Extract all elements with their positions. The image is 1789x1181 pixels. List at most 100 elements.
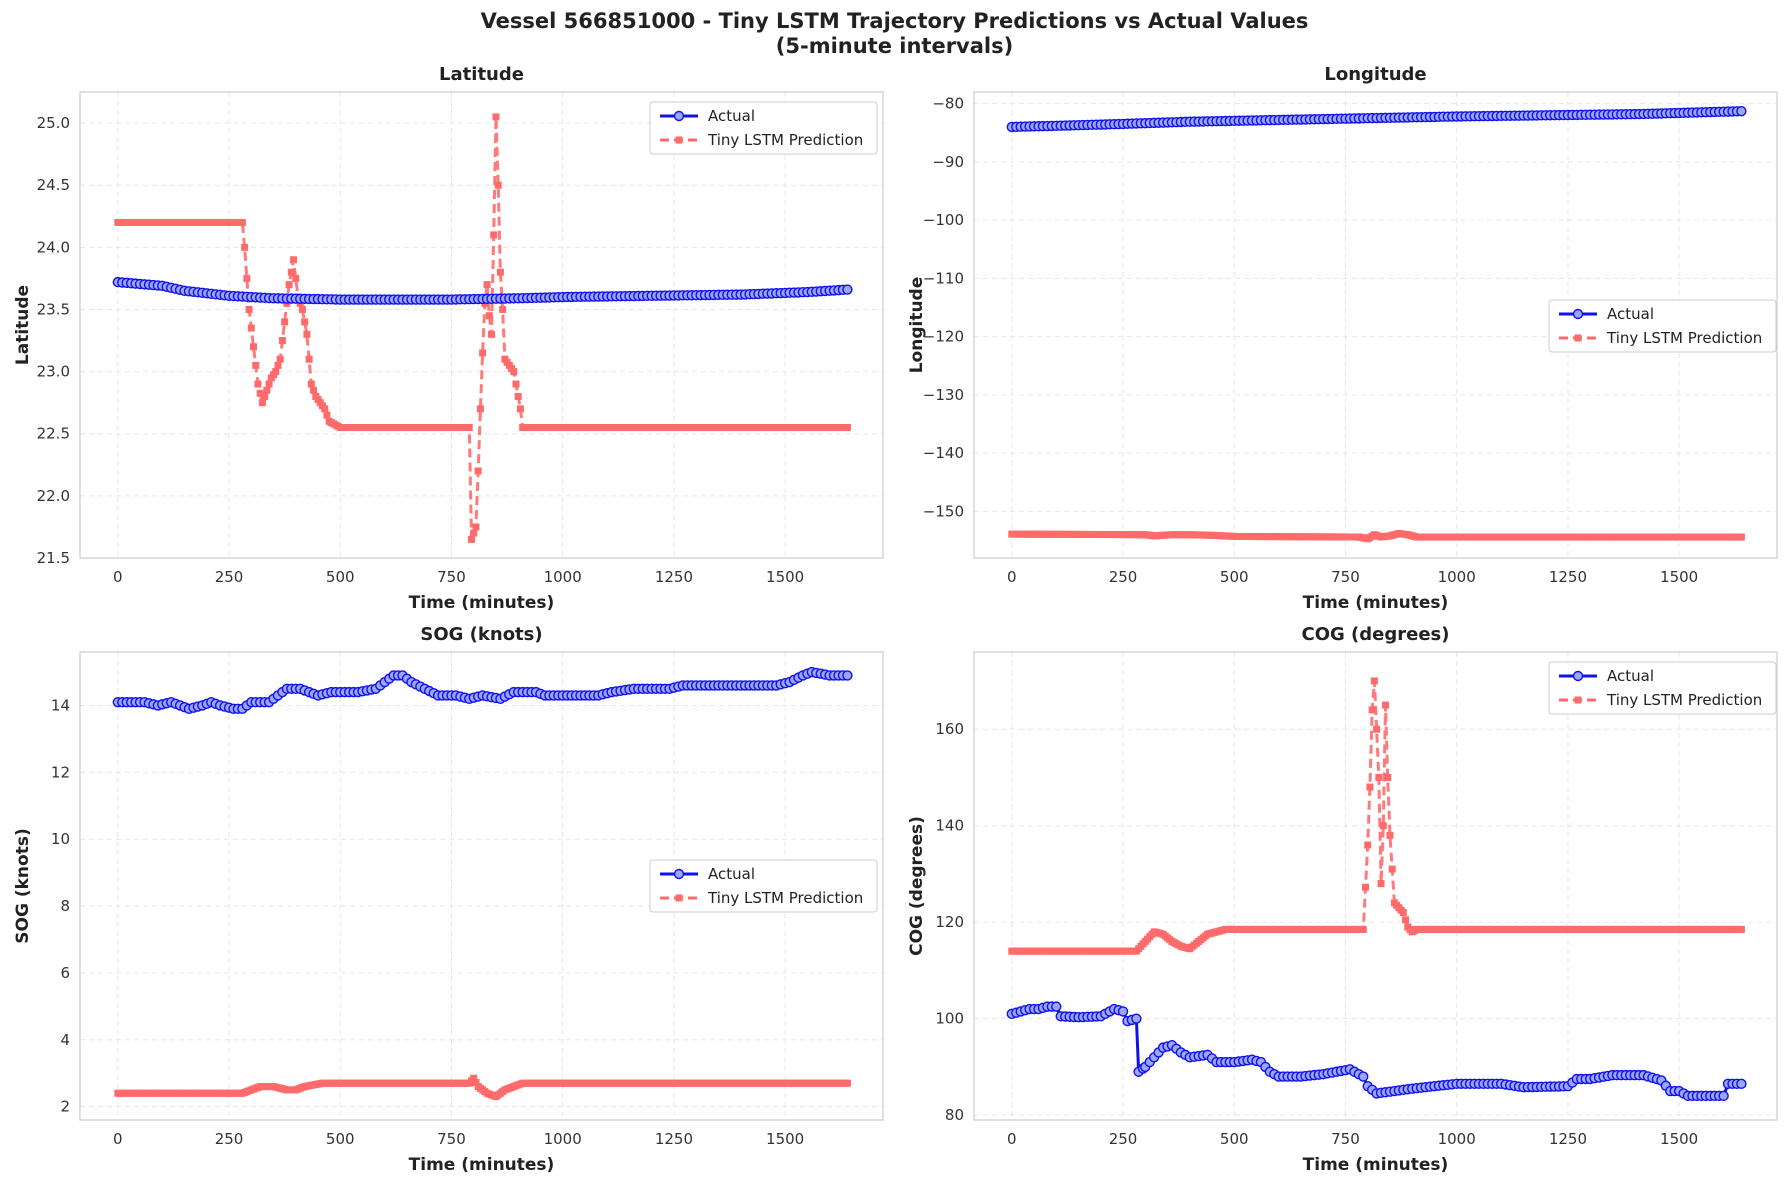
prediction-marker [278, 337, 286, 345]
prediction-marker [252, 361, 260, 369]
prediction-marker [305, 355, 313, 363]
figure-title-line2: (5-minute intervals) [775, 34, 1014, 58]
prediction-marker [1379, 822, 1387, 830]
x-tick-label: 1000 [544, 1130, 582, 1148]
x-tick-label: 750 [1331, 1130, 1360, 1148]
y-tick-label: −90 [932, 153, 964, 171]
y-tick-label: 24.5 [37, 176, 70, 194]
prediction-marker [1737, 925, 1745, 933]
prediction-marker [261, 392, 269, 400]
legend-actual-label: Actual [708, 865, 755, 883]
series-prediction [1008, 530, 1745, 543]
x-tick-label: 1500 [1660, 1130, 1698, 1148]
legend-prediction-label: Tiny LSTM Prediction [1606, 329, 1762, 347]
x-tick-label: 1000 [1438, 1130, 1476, 1148]
prediction-marker [476, 405, 484, 413]
y-tick-label: 160 [935, 720, 964, 738]
legend-prediction-marker [1574, 696, 1582, 704]
actual-marker [842, 284, 853, 295]
legend-box [1548, 661, 1777, 715]
prediction-marker [281, 318, 289, 326]
x-tick-label: 250 [1109, 1130, 1138, 1148]
prediction-marker [1382, 701, 1390, 709]
prediction-marker [256, 389, 264, 397]
y-tick-label: 12 [51, 763, 70, 781]
prediction-marker [247, 324, 255, 332]
prediction-marker [1370, 677, 1378, 685]
prediction-marker [1364, 841, 1372, 849]
x-axis-label: Time (minutes) [409, 1155, 555, 1175]
prediction-marker [241, 243, 249, 251]
prediction-marker [472, 523, 480, 531]
actual-line [1011, 1005, 1742, 1098]
legend-actual-marker [673, 868, 685, 880]
y-tick-label: −140 [923, 444, 964, 462]
subplot-title: Latitude [439, 64, 524, 85]
legend: Actual Tiny LSTM Prediction [1548, 299, 1777, 353]
subplot-title: SOG (knots) [420, 624, 542, 645]
actual-marker [1718, 1090, 1729, 1102]
plot-frame [79, 91, 884, 559]
prediction-marker [323, 411, 331, 419]
subplot-title: COG (degrees) [1302, 624, 1450, 645]
prediction-marker [474, 467, 482, 475]
figure-title-line1: Vessel 566851000 - Tiny LSTM Trajectory … [480, 9, 1309, 33]
actual-marker [1051, 1001, 1062, 1012]
subplot-3: 0 250 500 750 1000 1250 1500 2 4 6 8 10 12 14 SOG (kno… [13, 624, 884, 1175]
x-tick-label: 500 [1220, 1130, 1249, 1148]
legend-actual-label: Actual [1607, 305, 1654, 323]
y-tick-label: −110 [923, 269, 964, 287]
series-actual [1006, 1001, 1747, 1102]
prediction-marker [1386, 831, 1394, 839]
prediction-marker [465, 424, 473, 432]
y-tick-label: 80 [945, 1106, 964, 1124]
prediction-marker [488, 330, 496, 338]
prediction-marker [843, 424, 851, 432]
prediction-marker [292, 274, 300, 282]
series-prediction [1008, 677, 1745, 955]
legend-box [649, 859, 878, 913]
prediction-marker [1366, 783, 1374, 791]
prediction-marker [470, 529, 478, 537]
y-axis-label: COG (degrees) [907, 816, 927, 956]
x-tick-label: 1250 [655, 1130, 693, 1148]
y-tick-label: 10 [51, 830, 70, 848]
x-tick-label: 0 [1007, 568, 1017, 586]
prediction-marker [307, 380, 315, 388]
x-tick-label: 1500 [766, 568, 804, 586]
y-tick-label: 22.5 [37, 425, 70, 443]
prediction-marker [490, 231, 498, 239]
x-tick-label: 750 [437, 1130, 466, 1148]
prediction-marker [265, 380, 273, 388]
actual-marker [1131, 1013, 1142, 1024]
x-axis-label: Time (minutes) [409, 593, 555, 613]
prediction-marker [843, 1079, 851, 1087]
y-axis-label: Latitude [13, 285, 33, 365]
prediction-marker [243, 274, 251, 282]
prediction-marker [499, 305, 507, 313]
y-tick-label: −130 [923, 386, 964, 404]
prediction-marker [254, 380, 262, 388]
y-tick-label: 25.0 [37, 114, 70, 132]
legend: Actual Tiny LSTM Prediction [1548, 661, 1777, 715]
x-tick-label: 1250 [655, 568, 693, 586]
y-tick-label: 2 [60, 1098, 70, 1116]
x-tick-label: 1500 [766, 1130, 804, 1148]
grid-lines [80, 92, 883, 559]
series-group [1006, 677, 1747, 1102]
legend-box [649, 101, 878, 155]
prediction-marker [263, 386, 271, 394]
prediction-marker [492, 113, 500, 121]
x-tick-label: 500 [1220, 568, 1249, 586]
prediction-marker [250, 343, 258, 351]
x-tick-label: 1000 [1438, 568, 1476, 586]
y-tick-label: −80 [932, 95, 964, 113]
x-tick-label: 1000 [544, 568, 582, 586]
y-axis-label: SOG (knots) [13, 828, 33, 943]
prediction-marker [510, 368, 518, 376]
prediction-marker [287, 268, 295, 276]
x-tick-label: 1250 [1549, 1130, 1587, 1148]
prediction-marker [472, 1078, 480, 1086]
